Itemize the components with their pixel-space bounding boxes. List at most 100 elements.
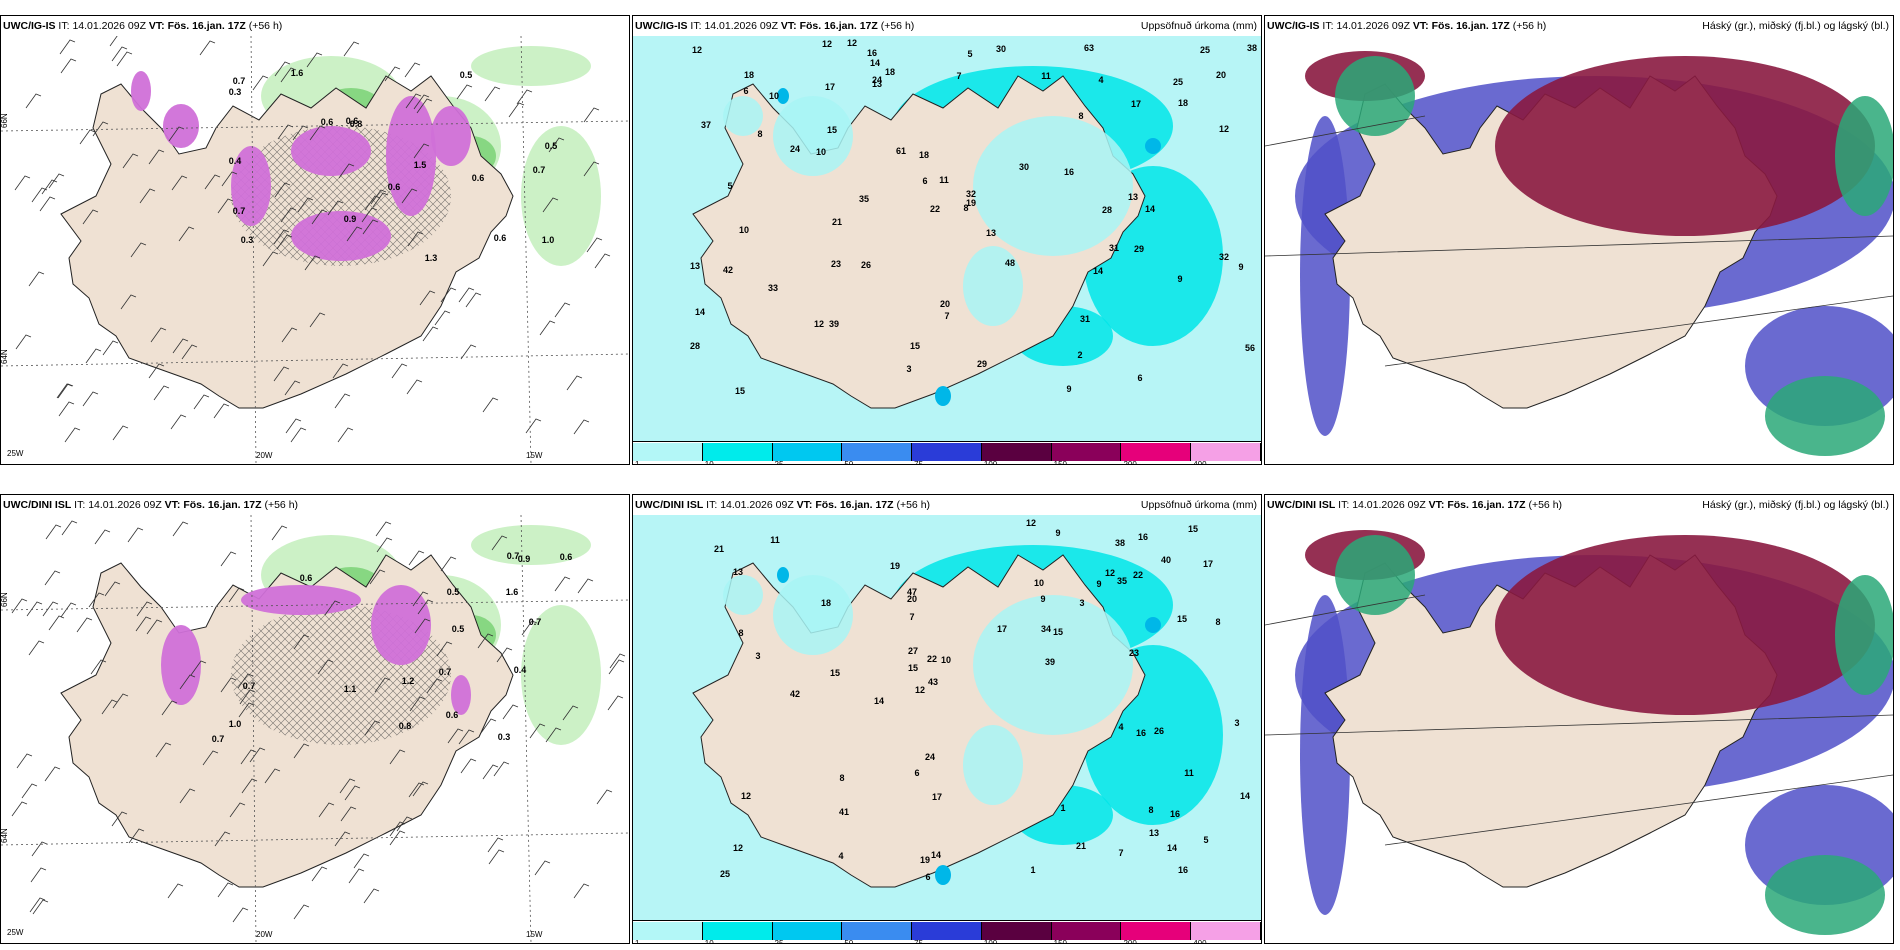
accum-value-label: 13 xyxy=(733,567,743,577)
wind-barb xyxy=(339,778,356,794)
accum-value-label: 8 xyxy=(1215,617,1220,627)
wind-barb xyxy=(221,171,238,187)
panel-dini-clouds: UWC/DINI ISL IT: 14.01.2026 09Z VT: Fös.… xyxy=(1264,494,1894,944)
accum-value-label: 14 xyxy=(870,58,880,68)
panel-igis-wind-precip: UWC/IG-IS IT: 14.01.2026 09Z VT: Fös. 16… xyxy=(0,15,630,465)
accum-value-label: 5 xyxy=(727,181,732,191)
colorbar-swatch xyxy=(912,922,982,940)
accum-value-label: 12 xyxy=(1219,124,1229,134)
accum-value-label: 31 xyxy=(1109,243,1119,253)
wind-barb xyxy=(318,802,335,818)
accum-value-label: 10 xyxy=(769,91,779,101)
wind-barb xyxy=(280,207,297,223)
accum-value-label: 29 xyxy=(1134,244,1144,254)
wind-barb xyxy=(29,897,46,913)
accum-value-label: 23 xyxy=(1129,648,1139,658)
colorbar-tick: 150 xyxy=(1053,460,1068,465)
wind-barb xyxy=(502,704,519,720)
accum-value-label: 38 xyxy=(1115,538,1125,548)
accum-value-label: 10 xyxy=(1034,578,1044,588)
wind-barb xyxy=(273,229,290,245)
wind-barb xyxy=(554,576,571,592)
accum-value-label: 28 xyxy=(690,341,700,351)
wind-barb xyxy=(11,801,28,817)
accum-value-label: 61 xyxy=(896,146,906,156)
accum-value-label: 11 xyxy=(939,175,949,185)
wind-barb xyxy=(135,616,152,632)
it-label: IT: xyxy=(690,20,702,32)
accum-value-label: 18 xyxy=(821,598,831,608)
accum-value-label: 15 xyxy=(830,668,840,678)
wind-barb xyxy=(16,753,33,769)
wind-barb xyxy=(146,619,163,635)
wind-barb xyxy=(309,125,326,141)
accum-area-land xyxy=(963,246,1023,326)
precip-value-label: 0.6 xyxy=(472,173,485,183)
precip-value-label: 0.7 xyxy=(439,667,452,677)
wind-barb xyxy=(280,67,297,83)
colorbar-swatch xyxy=(1051,443,1122,461)
precip-value-label: 0.5 xyxy=(545,141,558,151)
colorbar-swatch xyxy=(1121,922,1192,940)
accum-value-label: 4 xyxy=(838,851,843,861)
snow-band xyxy=(161,625,201,705)
colorbar-swatch xyxy=(981,443,1052,461)
it-label: IT: xyxy=(1338,499,1350,511)
wind-barb xyxy=(31,187,48,203)
wind-barb xyxy=(264,768,281,784)
wind-barb xyxy=(238,702,255,718)
accum-value-label: 6 xyxy=(925,872,930,882)
wind-barb xyxy=(293,634,310,650)
accum-value-label: 8 xyxy=(1148,805,1153,815)
accum-area-land xyxy=(723,575,763,615)
colorbar-tick: 50 xyxy=(844,460,854,465)
wind-barb xyxy=(48,173,65,189)
colorbar-swatch xyxy=(772,922,843,940)
snow-band xyxy=(231,146,271,226)
cloud-low xyxy=(1835,575,1893,695)
accum-value-label: 21 xyxy=(832,217,842,227)
colorbar: 1 10 25 50 75 100 150 200 400 xyxy=(633,920,1261,943)
wind-barb xyxy=(361,207,378,223)
precip-value-label: 1.0 xyxy=(229,719,242,729)
accum-value-label: 8 xyxy=(757,129,762,139)
vt-label: VT: xyxy=(780,20,797,32)
precip-value-label: 0.5 xyxy=(447,587,460,597)
colorbar-tick: 75 xyxy=(914,460,924,465)
wind-barb xyxy=(220,551,237,567)
wind-barb xyxy=(306,52,323,68)
accum-value-label: 15 xyxy=(735,386,745,396)
wind-barb xyxy=(111,811,128,827)
wind-barb xyxy=(465,292,482,308)
wind-barb xyxy=(396,816,413,832)
map-wind-precip: 0.60.70.31.60.80.60.70.50.61.30.30.40.71… xyxy=(1,36,629,464)
precip-value-label: 0.7 xyxy=(533,165,546,175)
wind-barb xyxy=(376,537,393,553)
wind-barb xyxy=(414,618,431,634)
snow-band xyxy=(371,585,431,665)
wind-barb xyxy=(26,601,43,617)
accum-max xyxy=(777,88,789,104)
lead-time: (+56 h) xyxy=(248,20,283,32)
vt-time: Fös. 16.jan. 17Z xyxy=(1447,499,1526,511)
wind-barb xyxy=(401,188,418,204)
accum-value-label: 15 xyxy=(910,341,920,351)
accum-area-land xyxy=(963,725,1023,805)
wind-barb xyxy=(337,427,354,443)
precip-value-label: 0.6 xyxy=(494,233,507,243)
precip-value-label: 1.6 xyxy=(506,587,519,597)
colorbar-swatch xyxy=(1191,922,1261,940)
wind-barb xyxy=(375,521,392,537)
precip-value-label: 0.7 xyxy=(212,734,225,744)
wind-barb xyxy=(525,418,542,434)
wind-barb xyxy=(596,789,613,805)
precip-value-label: 0.5 xyxy=(452,624,465,634)
wind-barb xyxy=(128,828,145,844)
accum-value-label: 6 xyxy=(922,176,927,186)
accum-value-label: 18 xyxy=(1178,98,1188,108)
wind-barb xyxy=(88,592,105,608)
accum-value-label: 9 xyxy=(1177,274,1182,284)
cloud-high xyxy=(1495,535,1875,715)
accum-value-label: 15 xyxy=(827,125,837,135)
wind-barb xyxy=(488,849,505,865)
